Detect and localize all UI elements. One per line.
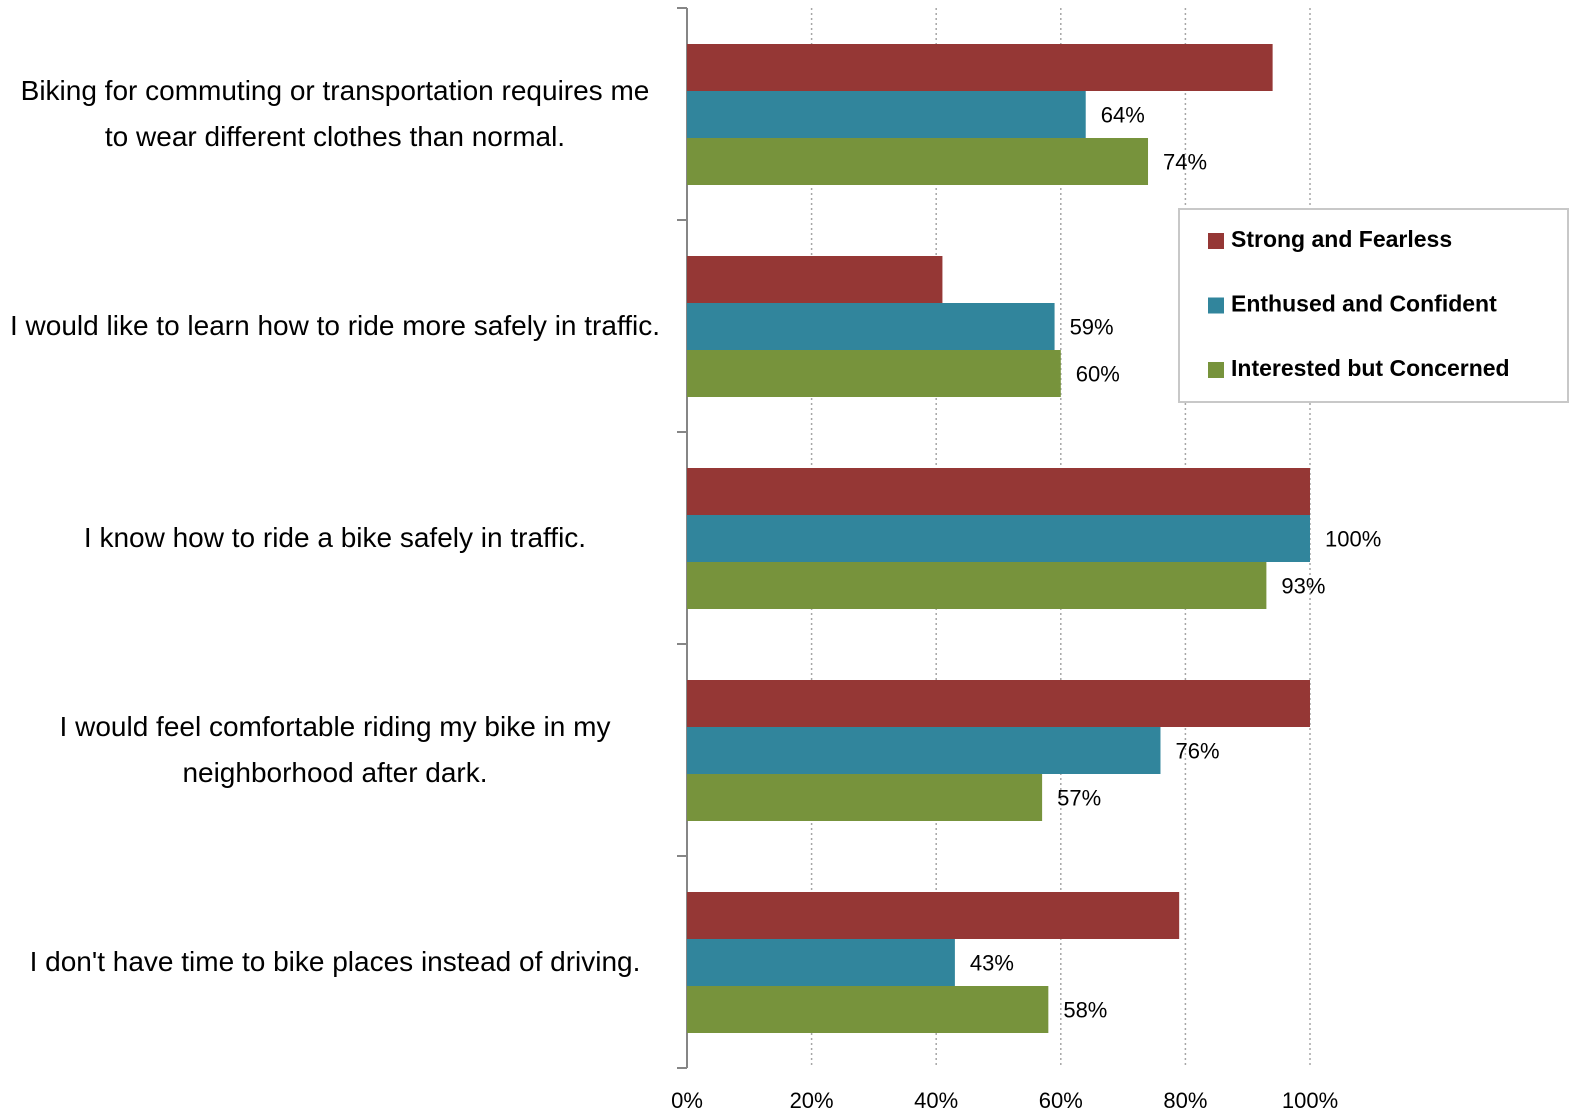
bar xyxy=(687,256,943,303)
x-tick-label: 40% xyxy=(914,1088,958,1113)
category-label-box: I don't have time to bike places instead… xyxy=(29,946,641,977)
category-label: I would like to learn how to ride more s… xyxy=(10,310,660,341)
bar xyxy=(687,680,1310,727)
bar xyxy=(687,515,1310,562)
value-label: 93% xyxy=(1281,573,1325,598)
bar xyxy=(687,303,1055,350)
bar xyxy=(687,774,1043,821)
category-label-box: I would like to learn how to ride more s… xyxy=(10,310,660,341)
value-label: 76% xyxy=(1175,738,1219,763)
legend-label: Strong and Fearless xyxy=(1231,226,1452,252)
legend-label: Enthused and Confident xyxy=(1231,291,1497,317)
value-label: 74% xyxy=(1163,149,1207,174)
value-label: 59% xyxy=(1070,314,1114,339)
bar xyxy=(687,468,1310,515)
legend-swatch xyxy=(1208,297,1224,314)
bar xyxy=(687,562,1267,609)
x-tick-label: 20% xyxy=(790,1088,834,1113)
value-label: 57% xyxy=(1057,785,1101,810)
legend-swatch xyxy=(1208,233,1224,249)
bar xyxy=(687,91,1086,138)
value-label: 58% xyxy=(1063,997,1107,1022)
legend-label: Interested but Concerned xyxy=(1231,355,1510,381)
x-tick-label: 0% xyxy=(671,1088,703,1113)
category-label-box: Biking for commuting or transportation r… xyxy=(20,75,650,152)
bar xyxy=(687,727,1161,774)
category-label-box: I know how to ride a bike safely in traf… xyxy=(83,522,587,553)
x-tick-label: 80% xyxy=(1163,1088,1207,1113)
value-label: 43% xyxy=(970,950,1014,975)
category-label: I would feel comfortable riding my bike … xyxy=(59,711,611,788)
bar xyxy=(687,892,1180,939)
x-tick-label: 100% xyxy=(1282,1088,1338,1113)
bar xyxy=(687,138,1149,185)
category-label-box: I would feel comfortable riding my bike … xyxy=(59,711,611,788)
legend-box xyxy=(1178,208,1569,403)
category-label: I know how to ride a bike safely in traf… xyxy=(83,522,587,553)
bar xyxy=(687,986,1049,1033)
category-label: I don't have time to bike places instead… xyxy=(29,946,641,977)
value-label: 100% xyxy=(1325,526,1381,551)
x-tick-label: 60% xyxy=(1039,1088,1083,1113)
bar xyxy=(687,44,1273,91)
bar xyxy=(687,350,1061,397)
bar xyxy=(687,939,955,986)
category-label: Biking for commuting or transportation r… xyxy=(20,75,650,152)
value-label: 60% xyxy=(1076,361,1120,386)
value-label: 64% xyxy=(1101,102,1145,127)
legend-swatch xyxy=(1208,362,1224,378)
